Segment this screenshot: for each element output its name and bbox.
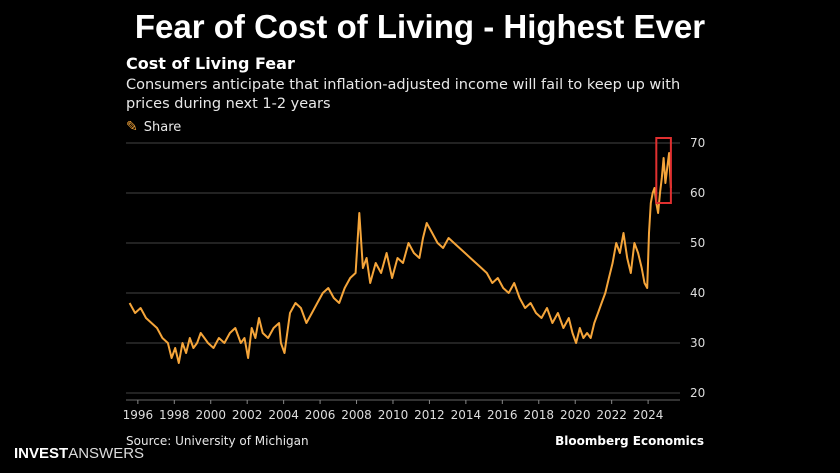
y-tick-30: 30 — [690, 336, 705, 350]
pencil-icon: ✎ — [126, 119, 138, 135]
series-line-0 — [128, 152, 672, 364]
share-label: Share — [143, 119, 182, 135]
x-tick-2022: 2022 — [596, 408, 627, 422]
x-tick-2004: 2004 — [268, 408, 299, 422]
grid-lines — [126, 142, 680, 394]
x-tick-2020: 2020 — [560, 408, 591, 422]
series-group — [128, 152, 672, 364]
x-tick-2000: 2000 — [195, 408, 226, 422]
share-button[interactable]: ✎ Share — [126, 119, 181, 135]
x-tick-2016: 2016 — [487, 408, 518, 422]
investanswers-logo: INVESTANSWERS — [14, 445, 144, 462]
logo-bold: INVEST — [14, 445, 69, 462]
x-tick-2014: 2014 — [451, 408, 482, 422]
x-tick-2002: 2002 — [232, 408, 263, 422]
y-axis: 20 30 40 50 60 70 — [690, 136, 705, 400]
x-tick-1998: 1998 — [159, 408, 190, 422]
logo-light: ANSWERS — [68, 445, 145, 462]
x-tick-2006: 2006 — [305, 408, 336, 422]
y-tick-20: 20 — [690, 386, 705, 400]
x-tick-2010: 2010 — [378, 408, 409, 422]
headline: Fear of Cost of Living - Highest Ever — [134, 8, 706, 45]
x-tick-2008: 2008 — [341, 408, 372, 422]
chart-title: Cost of Living Fear — [126, 54, 295, 73]
highlight-box — [655, 137, 672, 204]
brand-label: Bloomberg Economics — [555, 434, 704, 448]
y-tick-50: 50 — [690, 236, 705, 250]
y-tick-60: 60 — [690, 186, 705, 200]
x-tick-1996: 1996 — [123, 408, 154, 422]
x-axis: 1996 1998 2000 2002 2004 2006 2008 2010 2012 2014… — [123, 399, 680, 422]
chart-subtitle: Consumers anticipate that inflation-adju… — [126, 77, 681, 112]
y-tick-70: 70 — [690, 136, 705, 150]
x-tick-2018: 2018 — [523, 408, 554, 422]
x-tick-2012: 2012 — [414, 408, 445, 422]
y-tick-40: 40 — [690, 286, 705, 300]
highlight-group — [655, 137, 672, 204]
source-note: Source: University of Michigan — [126, 434, 309, 448]
x-tick-2024: 2024 — [633, 408, 664, 422]
